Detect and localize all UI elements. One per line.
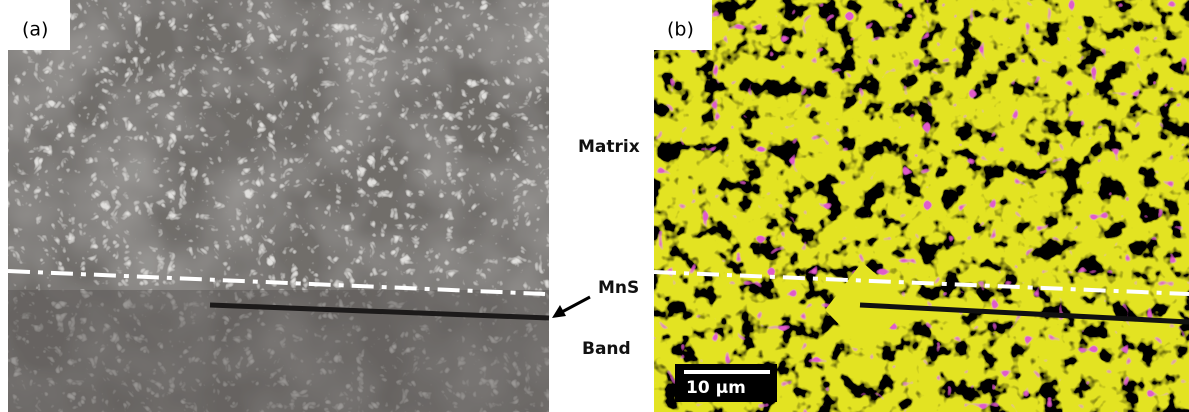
- annotation: Band: [582, 339, 631, 359]
- panel-label: (b): [667, 19, 694, 41]
- annotation: Matrix: [578, 137, 640, 157]
- scale-bar-label: 10 μm: [686, 378, 746, 398]
- arrow: [552, 297, 590, 318]
- panel-b: (b) 10 μm: [654, 0, 1189, 412]
- annotation: MnS: [598, 278, 639, 298]
- ebsd-map: [654, 0, 1189, 412]
- panel-a: (a): [8, 0, 549, 412]
- figure: (a) Matrix MnS Band (b) 10 μm: [0, 0, 1189, 412]
- panel-label: (a): [22, 19, 48, 41]
